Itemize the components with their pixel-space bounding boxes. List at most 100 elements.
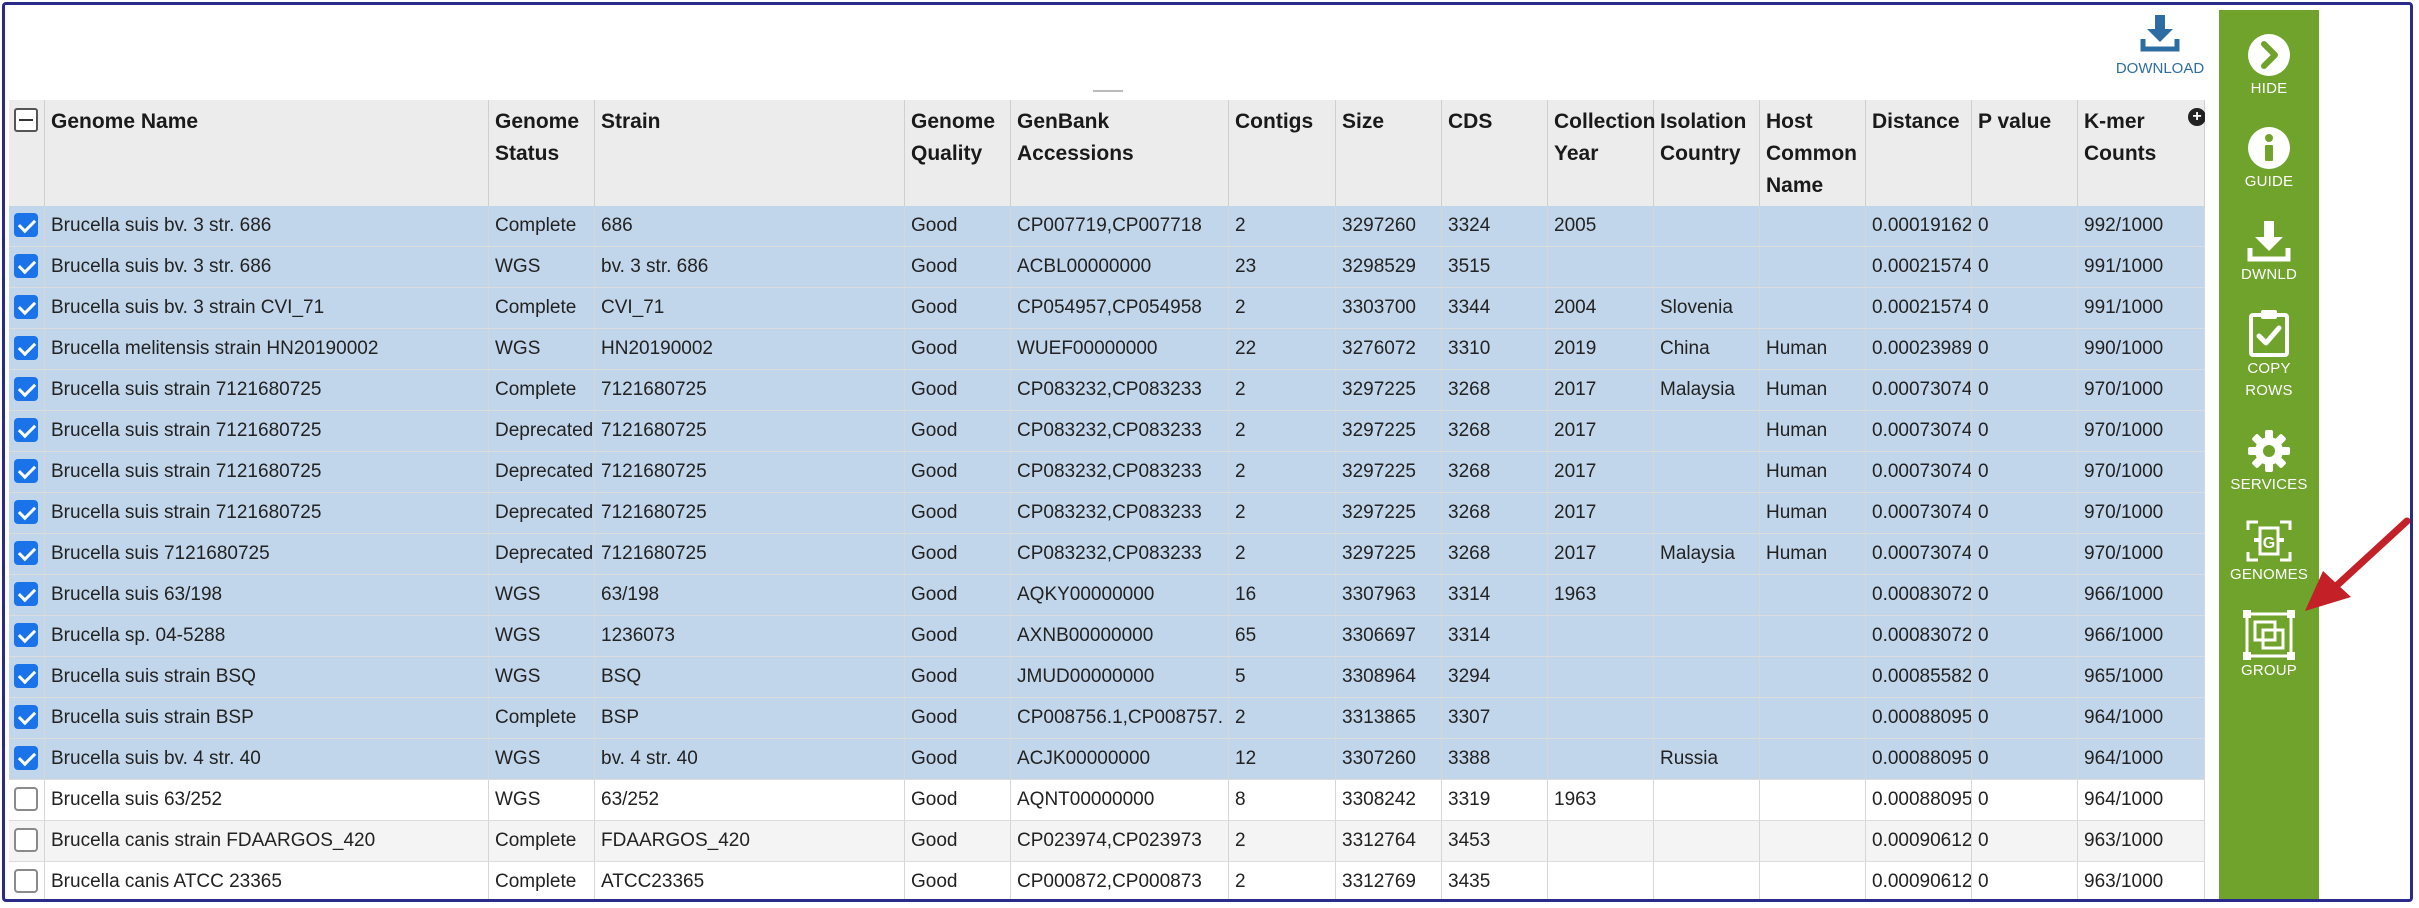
table-row[interactable]: Brucella suis strain 7121680725 Deprecate…: [9, 493, 2205, 534]
cell-p-value: 0: [1972, 698, 2078, 738]
cell-kmer-counts: 964/1000: [2078, 698, 2205, 738]
row-checkbox[interactable]: [14, 623, 38, 647]
sidebar-label: DWNLD: [2241, 266, 2297, 283]
column-header-genome-status[interactable]: Genome Status: [489, 100, 595, 206]
cell-distance: 0.00088095: [1866, 780, 1972, 820]
cell-size: 3312764: [1336, 821, 1442, 861]
table-row[interactable]: Brucella sp. 04-5288 WGS 1236073 Good AXNB00…: [9, 616, 2205, 657]
row-checkbox[interactable]: [14, 746, 38, 770]
column-header-cds[interactable]: CDS: [1442, 100, 1548, 206]
column-header-distance[interactable]: Distance: [1866, 100, 1972, 206]
row-checkbox[interactable]: [14, 295, 38, 319]
table-row[interactable]: Brucella suis bv. 4 str. 40 WGS bv. 4 str.…: [9, 739, 2205, 780]
row-checkbox[interactable]: [14, 500, 38, 524]
table-row[interactable]: Brucella suis strain 7121680725 Deprecate…: [9, 452, 2205, 493]
table-row[interactable]: Brucella suis bv. 3 str. 686 WGS bv. 3 str…: [9, 247, 2205, 288]
table-row[interactable]: Brucella canis strain FDAARGOS_420 Comple…: [9, 821, 2205, 862]
table-row[interactable]: Brucella suis bv. 3 str. 686 Complete 686 G…: [9, 206, 2205, 247]
table-row[interactable]: Brucella suis 63/252 WGS 63/252 Good AQNT000…: [9, 780, 2205, 821]
cell-distance: 0.00090612: [1866, 862, 1972, 899]
cell-host-common-name: Human: [1760, 534, 1866, 574]
cell-collection-year: 2017: [1548, 370, 1654, 410]
sidebar-hide-button[interactable]: HIDE: [2219, 32, 2319, 100]
table-row[interactable]: Brucella suis strain 7121680725 Complete 7…: [9, 370, 2205, 411]
column-header-p-value[interactable]: P value: [1972, 100, 2078, 206]
row-select-cell: [9, 698, 45, 738]
row-checkbox[interactable]: [14, 336, 38, 360]
row-checkbox[interactable]: [14, 828, 38, 852]
cell-isolation-country: [1654, 780, 1760, 820]
column-header-contigs[interactable]: Contigs: [1229, 100, 1336, 206]
cell-isolation-country: [1654, 862, 1760, 899]
row-select-cell: [9, 370, 45, 410]
sidebar-copy-rows-button[interactable]: COPY ROWS: [2219, 308, 2319, 402]
column-header-genome-quality[interactable]: Genome Quality: [905, 100, 1011, 206]
cell-genome-quality: Good: [905, 739, 1011, 779]
cell-kmer-counts: 963/1000: [2078, 821, 2205, 861]
download-button[interactable]: DOWNLOAD: [2110, 13, 2210, 93]
column-header-genbank-accessions[interactable]: GenBank Accessions: [1011, 100, 1229, 206]
sidebar-label: GROUP: [2240, 662, 2297, 679]
table-row[interactable]: Brucella melitensis strain HN20190002 WGS…: [9, 329, 2205, 370]
row-select-cell: [9, 862, 45, 899]
cell-kmer-counts: 970/1000: [2078, 452, 2205, 492]
cell-contigs: 2: [1229, 493, 1336, 533]
cell-p-value: 0: [1972, 329, 2078, 369]
row-select-cell: [9, 288, 45, 328]
cell-strain: 63/252: [595, 780, 905, 820]
column-header-size[interactable]: Size: [1336, 100, 1442, 206]
row-checkbox[interactable]: [14, 377, 38, 401]
row-checkbox[interactable]: [14, 541, 38, 565]
cell-genome-name: Brucella canis ATCC 23365: [45, 862, 489, 899]
sidebar-dwnld-button[interactable]: DWNLD: [2219, 218, 2319, 286]
cell-genome-status: Complete: [489, 698, 595, 738]
cell-contigs: 2: [1229, 698, 1336, 738]
cell-host-common-name: Human: [1760, 452, 1866, 492]
column-header-host-common-name[interactable]: Host Common Name: [1760, 100, 1866, 206]
cell-genbank-accessions: CP008756.1,CP008757.: [1011, 698, 1229, 738]
cell-collection-year: [1548, 739, 1654, 779]
row-checkbox[interactable]: [14, 582, 38, 606]
row-checkbox[interactable]: [14, 418, 38, 442]
sidebar-services-button[interactable]: SERVICES: [2219, 428, 2319, 496]
table-row[interactable]: Brucella canis ATCC 23365 Complete ATCC233…: [9, 862, 2205, 899]
row-checkbox[interactable]: [14, 869, 38, 893]
row-checkbox[interactable]: [14, 664, 38, 688]
cell-distance: 0.00083072: [1866, 616, 1972, 656]
cell-contigs: 5: [1229, 657, 1336, 697]
table-row[interactable]: Brucella suis bv. 3 strain CVI_71 Complet…: [9, 288, 2205, 329]
table-row[interactable]: Brucella suis strain BSP Complete BSP Good C…: [9, 698, 2205, 739]
cell-kmer-counts: 966/1000: [2078, 616, 2205, 656]
sidebar-group-button[interactable]: GROUP: [2219, 610, 2319, 682]
row-checkbox[interactable]: [14, 459, 38, 483]
table-row[interactable]: Brucella suis strain BSQ WGS BSQ Good JMUD00…: [9, 657, 2205, 698]
cell-genome-name: Brucella melitensis strain HN20190002: [45, 329, 489, 369]
column-header-strain[interactable]: Strain: [595, 100, 905, 206]
column-header-collection-year[interactable]: Collection Year: [1548, 100, 1656, 206]
cell-contigs: 2: [1229, 452, 1336, 492]
row-select-cell: [9, 739, 45, 779]
select-all-checkbox[interactable]: [14, 108, 38, 132]
resize-handle[interactable]: [1093, 90, 1123, 92]
table-row[interactable]: Brucella suis 63/198 WGS 63/198 Good AQKY000…: [9, 575, 2205, 616]
sidebar-genomes-button[interactable]: G GENOMES: [2219, 518, 2319, 586]
column-header-genome-name[interactable]: Genome Name: [45, 100, 489, 206]
column-header-isolation-country[interactable]: Isolation Country: [1654, 100, 1760, 206]
cell-size: 3303700: [1336, 288, 1442, 328]
row-select-cell: [9, 493, 45, 533]
cell-distance: 0.00021574: [1866, 288, 1972, 328]
row-checkbox[interactable]: [14, 787, 38, 811]
cell-collection-year: 1963: [1548, 780, 1654, 820]
row-checkbox[interactable]: [14, 213, 38, 237]
action-sidebar: HIDE GUIDE DWNLD COPY ROWS SERVICES G GENOMES GR…: [2219, 10, 2319, 899]
column-header-kmer-counts[interactable]: K-mer Counts: [2078, 100, 2205, 206]
cell-isolation-country: Malaysia: [1654, 370, 1760, 410]
row-checkbox[interactable]: [14, 705, 38, 729]
cell-cds: 3268: [1442, 452, 1548, 492]
sidebar-guide-button[interactable]: GUIDE: [2219, 125, 2319, 193]
row-checkbox[interactable]: [14, 254, 38, 278]
cell-p-value: 0: [1972, 288, 2078, 328]
add-column-icon[interactable]: +: [2188, 108, 2205, 126]
table-row[interactable]: Brucella suis strain 7121680725 Deprecate…: [9, 411, 2205, 452]
table-row[interactable]: Brucella suis 7121680725 Deprecated 712168…: [9, 534, 2205, 575]
